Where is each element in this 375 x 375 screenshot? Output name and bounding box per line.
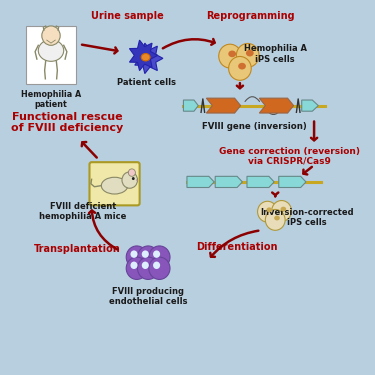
Ellipse shape bbox=[238, 63, 246, 69]
Circle shape bbox=[149, 257, 170, 279]
Polygon shape bbox=[183, 100, 198, 111]
Circle shape bbox=[236, 44, 259, 67]
Ellipse shape bbox=[274, 216, 280, 220]
Circle shape bbox=[130, 262, 138, 269]
Circle shape bbox=[266, 210, 285, 230]
Polygon shape bbox=[215, 176, 242, 188]
Text: FVIII producing
endothelial cells: FVIII producing endothelial cells bbox=[109, 287, 188, 306]
Circle shape bbox=[142, 251, 149, 258]
Text: Functional rescue
of FVIII deficiency: Functional rescue of FVIII deficiency bbox=[11, 111, 123, 133]
Ellipse shape bbox=[228, 51, 236, 57]
Circle shape bbox=[153, 251, 160, 258]
Text: Reprogramming: Reprogramming bbox=[206, 11, 295, 21]
Circle shape bbox=[42, 26, 60, 45]
Circle shape bbox=[138, 257, 159, 279]
Circle shape bbox=[142, 262, 149, 269]
Polygon shape bbox=[135, 43, 163, 74]
Circle shape bbox=[272, 201, 291, 221]
Text: Transplantation: Transplantation bbox=[34, 244, 121, 254]
Text: FVIII gene (inversion): FVIII gene (inversion) bbox=[202, 122, 306, 131]
Polygon shape bbox=[302, 100, 318, 111]
Circle shape bbox=[128, 169, 135, 176]
Text: FVIII deficient
hemophilia A mice: FVIII deficient hemophilia A mice bbox=[39, 202, 126, 221]
Polygon shape bbox=[279, 176, 306, 188]
Circle shape bbox=[219, 44, 242, 68]
Ellipse shape bbox=[141, 54, 150, 61]
FancyBboxPatch shape bbox=[90, 162, 140, 206]
Ellipse shape bbox=[246, 50, 254, 57]
Circle shape bbox=[122, 172, 138, 188]
Text: Gene correction (reversion)
via CRISPR/Cas9: Gene correction (reversion) via CRISPR/C… bbox=[219, 147, 360, 166]
Circle shape bbox=[229, 57, 251, 80]
Text: Urine sample: Urine sample bbox=[90, 11, 163, 21]
Circle shape bbox=[132, 177, 135, 180]
Ellipse shape bbox=[101, 177, 128, 194]
Circle shape bbox=[258, 201, 278, 222]
FancyBboxPatch shape bbox=[26, 26, 76, 84]
Circle shape bbox=[149, 246, 170, 268]
Circle shape bbox=[138, 246, 159, 268]
Polygon shape bbox=[129, 40, 158, 70]
Circle shape bbox=[130, 251, 138, 258]
Circle shape bbox=[153, 262, 160, 269]
Circle shape bbox=[126, 257, 147, 279]
Text: Hemophilia A
patient: Hemophilia A patient bbox=[21, 90, 81, 110]
Polygon shape bbox=[260, 98, 294, 113]
Circle shape bbox=[126, 246, 147, 268]
Ellipse shape bbox=[266, 207, 272, 212]
Text: Inversion-corrected
iPS cells: Inversion-corrected iPS cells bbox=[260, 208, 354, 227]
Text: Hemophilia A
iPS cells: Hemophilia A iPS cells bbox=[244, 44, 307, 64]
Text: Differentiation: Differentiation bbox=[196, 242, 277, 252]
Ellipse shape bbox=[280, 207, 286, 212]
Polygon shape bbox=[206, 98, 241, 113]
Polygon shape bbox=[247, 176, 274, 188]
Text: Patient cells: Patient cells bbox=[117, 78, 176, 87]
Ellipse shape bbox=[38, 40, 64, 62]
Polygon shape bbox=[187, 176, 214, 188]
